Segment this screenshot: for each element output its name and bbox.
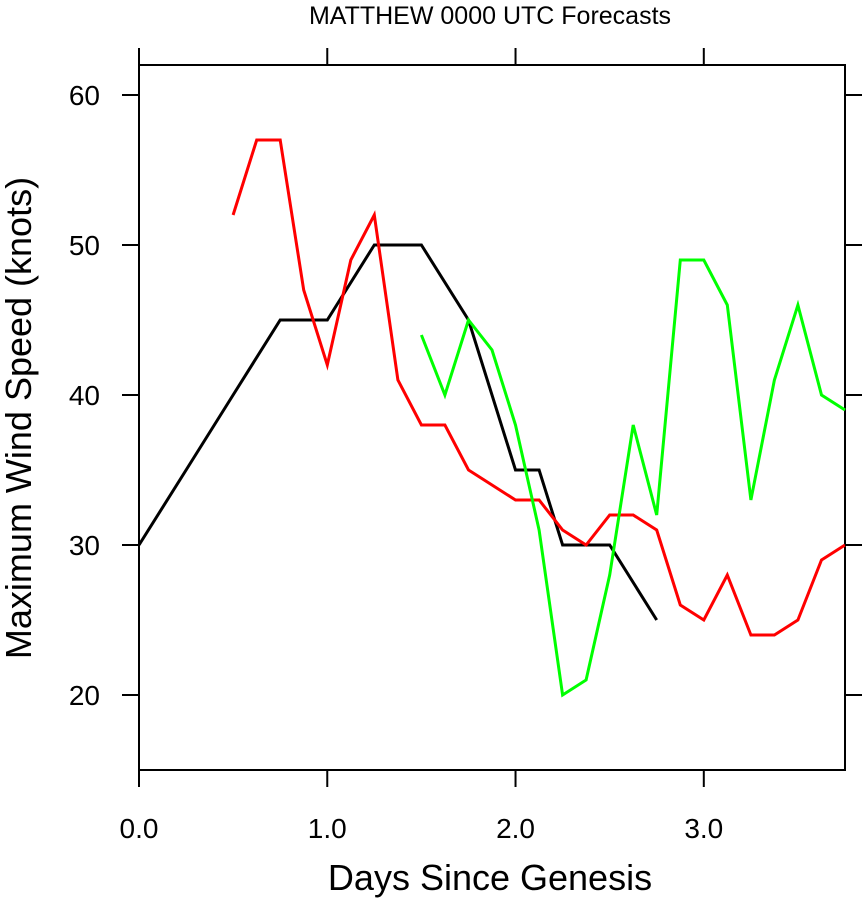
plot-area [138,64,846,771]
tick-labels: 0.0 1.0 2.0 3.0 20 30 40 50 60 [69,80,723,844]
y-tick-label: 50 [69,230,100,261]
plot-frame [138,64,846,771]
series-line-2 [231,138,846,637]
x-axis-label: Days Since Genesis [328,857,652,898]
series-line-3 [420,258,846,698]
y-tick-label: 20 [69,680,100,711]
x-tick-label: 0.0 [120,813,159,844]
chart-title: MATTHEW 0000 UTC Forecasts [309,2,671,30]
y-tick-label: 40 [69,380,100,411]
series-line-1 [137,243,658,621]
axes-ticks [122,48,862,787]
y-tick-label: 30 [69,530,100,561]
y-axis-label: Maximum Wind Speed (knots) [0,177,39,659]
x-tick-label: 3.0 [684,813,723,844]
series-lines [137,138,846,698]
x-tick-label: 2.0 [496,813,535,844]
y-tick-label: 60 [69,80,100,111]
x-tick-label: 1.0 [308,813,347,844]
